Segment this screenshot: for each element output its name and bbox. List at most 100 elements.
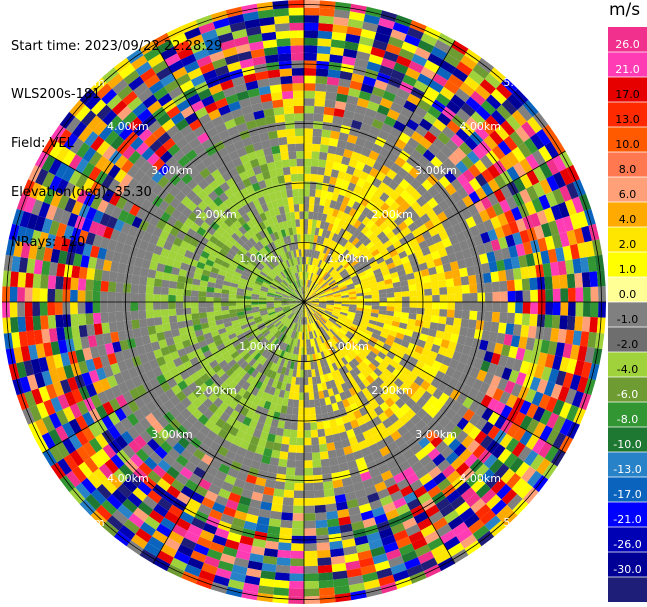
- ppi-cell: [340, 270, 349, 278]
- ppi-cell: [326, 295, 334, 299]
- ppi-cell: [170, 243, 180, 254]
- ppi-cell: [389, 211, 400, 222]
- ppi-cell: [371, 294, 380, 299]
- ppi-cell: [333, 273, 341, 280]
- ppi-cell: [175, 473, 189, 486]
- ppi-cell: [278, 324, 285, 332]
- ppi-cell: [173, 39, 191, 54]
- ppi-cell: [282, 497, 294, 506]
- ppi-cell: [399, 178, 411, 190]
- range-ring-label: 1.00km: [327, 340, 369, 353]
- ppi-cell: [244, 144, 255, 154]
- ppi-cell: [306, 287, 311, 296]
- ppi-cell: [287, 312, 294, 318]
- ppi-cell: [552, 154, 567, 172]
- ppi-cell: [254, 189, 264, 199]
- ppi-cell: [435, 353, 445, 364]
- ppi-cell: [345, 318, 354, 324]
- ppi-cell: [370, 312, 379, 318]
- ppi-cell: [163, 180, 175, 193]
- ppi-cell: [84, 457, 99, 473]
- ppi-cell: [362, 478, 375, 489]
- ppi-cell: [242, 390, 252, 401]
- ppi-cell: [125, 329, 135, 340]
- ppi-cell: [352, 426, 363, 436]
- ppi-cell: [160, 287, 169, 295]
- ppi-cell: [401, 550, 418, 563]
- ppi-cell: [239, 320, 248, 327]
- ppi-cell: [135, 207, 148, 220]
- ppi-cell: [371, 290, 380, 295]
- ppi-cell: [210, 266, 220, 274]
- ppi-cell: [417, 302, 425, 309]
- ppi-cell: [277, 549, 291, 559]
- ppi-cell: [293, 315, 298, 323]
- ppi-cell: [544, 235, 556, 251]
- ppi-cell: [310, 166, 319, 175]
- ppi-cell: [342, 346, 350, 355]
- ppi-cell: [406, 454, 420, 467]
- ppi-cell: [469, 310, 478, 321]
- ppi-cell: [276, 129, 287, 138]
- ppi-cell: [288, 275, 294, 283]
- ppi-cell: [304, 400, 310, 408]
- ppi-cell: [304, 188, 310, 197]
- ppi-cell: [170, 33, 188, 47]
- ppi-cell: [168, 315, 178, 324]
- ppi-cell: [285, 352, 291, 361]
- ppi-cell: [390, 325, 399, 333]
- ppi-cell: [307, 316, 310, 325]
- ppi-cell: [550, 261, 560, 276]
- ppi-cell: [432, 302, 440, 310]
- ppi-cell: [352, 320, 361, 327]
- ppi-cell: [217, 560, 234, 572]
- ppi-cell: [214, 315, 223, 321]
- ppi-cell: [381, 327, 391, 335]
- ppi-cell: [359, 339, 368, 347]
- ppi-cell: [118, 125, 134, 141]
- ppi-cell: [319, 269, 325, 277]
- ppi-cell: [317, 268, 323, 276]
- ppi-cell: [312, 136, 322, 145]
- ppi-cell: [573, 179, 586, 197]
- ppi-cell: [386, 483, 400, 496]
- ppi-cell: [325, 214, 332, 223]
- ppi-cell: [331, 362, 339, 371]
- ppi-cell: [439, 287, 448, 295]
- ppi-cell: [281, 159, 290, 168]
- ppi-cell: [410, 392, 422, 403]
- ppi-cell: [220, 513, 234, 525]
- ppi-cell: [314, 312, 321, 318]
- ppi-cell: [366, 531, 381, 543]
- ppi-cell: [347, 412, 357, 422]
- ppi-cell: [298, 249, 302, 257]
- ppi-cell: [254, 405, 264, 415]
- ppi-cell: [296, 437, 304, 446]
- ppi-cell: [273, 248, 280, 257]
- ppi-cell: [487, 362, 498, 376]
- ppi-cell: [312, 128, 323, 137]
- ppi-cell: [356, 390, 366, 401]
- ppi-cell: [89, 346, 100, 359]
- ppi-cell: [319, 443, 328, 453]
- ppi-cell: [326, 305, 334, 309]
- ppi-cell: [415, 313, 425, 321]
- ppi-cell: [228, 298, 237, 302]
- ppi-cell: [139, 430, 153, 444]
- ppi-cell: [265, 540, 279, 550]
- ppi-cell: [377, 351, 387, 360]
- ppi-cell: [290, 45, 304, 54]
- ppi-cell: [547, 341, 558, 356]
- ppi-cell: [256, 354, 265, 364]
- ppi-cell: [279, 350, 286, 359]
- ppi-cell: [219, 331, 229, 339]
- ppi-cell: [128, 76, 145, 91]
- ppi-cell: [262, 317, 271, 323]
- ppi-cell: [566, 273, 576, 289]
- ppi-cell: [215, 355, 225, 365]
- ppi-cell: [444, 408, 457, 421]
- ppi-cell: [209, 249, 219, 258]
- ppi-cell: [28, 344, 39, 361]
- ppi-cell: [413, 161, 426, 173]
- ppi-cell: [462, 345, 472, 356]
